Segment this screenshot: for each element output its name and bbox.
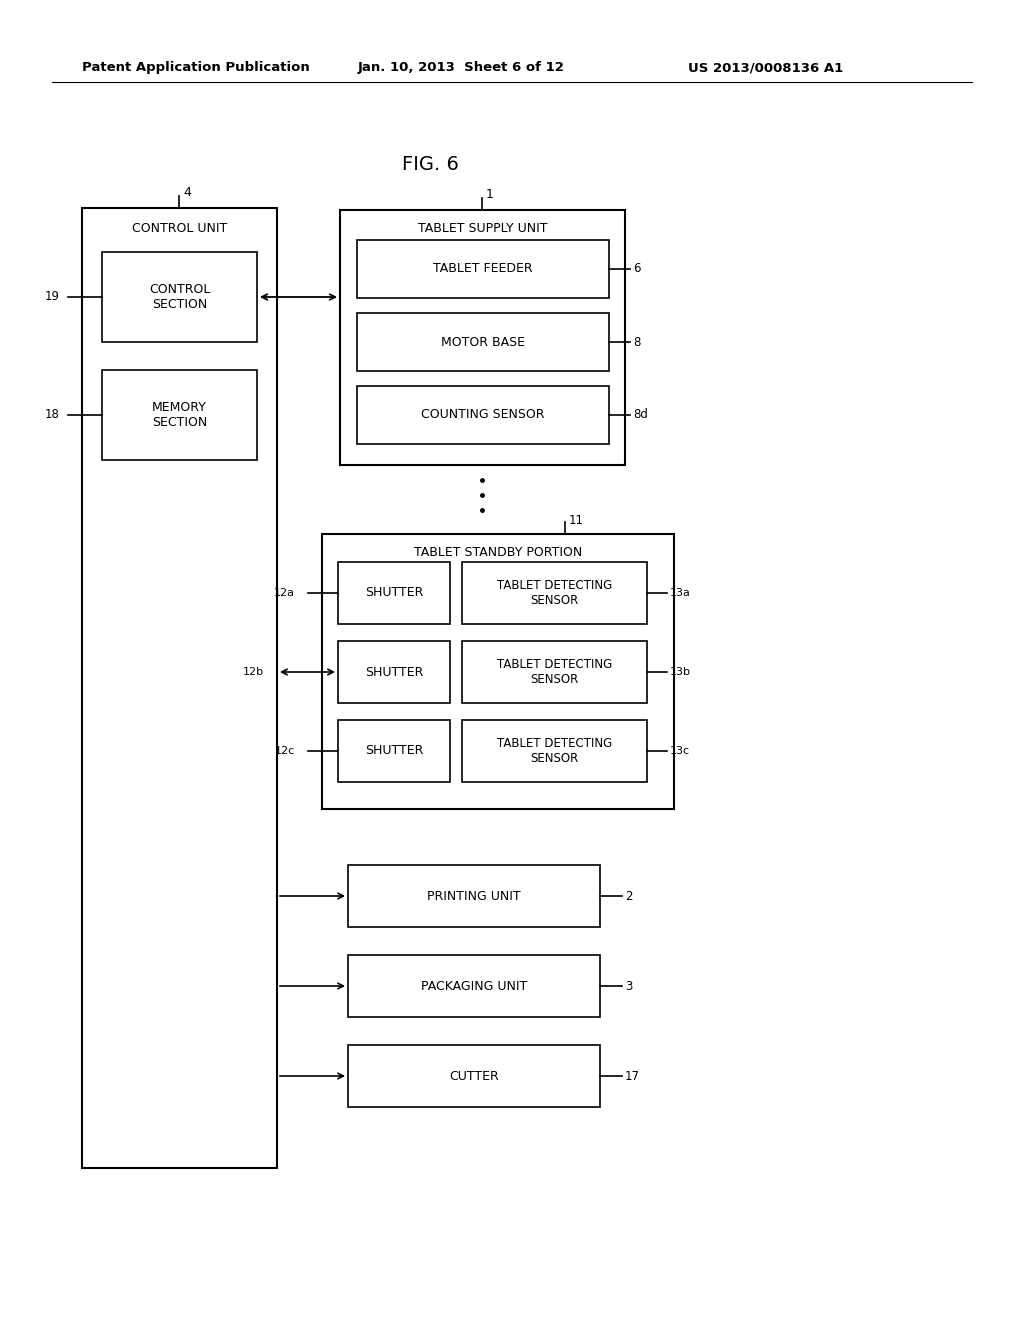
Text: TABLET FEEDER: TABLET FEEDER <box>433 263 532 276</box>
Text: 11: 11 <box>569 513 584 527</box>
Text: 12a: 12a <box>274 587 295 598</box>
Bar <box>338 562 450 624</box>
Text: US 2013/0008136 A1: US 2013/0008136 A1 <box>688 62 843 74</box>
Text: TABLET DETECTING
SENSOR: TABLET DETECTING SENSOR <box>497 657 612 686</box>
Text: 18: 18 <box>45 408 60 421</box>
Text: TABLET DETECTING
SENSOR: TABLET DETECTING SENSOR <box>497 737 612 766</box>
Bar <box>322 535 674 809</box>
Bar <box>462 719 647 781</box>
Text: SHUTTER: SHUTTER <box>365 665 423 678</box>
Text: 19: 19 <box>45 290 60 304</box>
Bar <box>102 370 257 459</box>
Text: COUNTING SENSOR: COUNTING SENSOR <box>421 408 545 421</box>
Bar <box>348 954 600 1016</box>
Bar <box>348 865 600 927</box>
Text: TABLET SUPPLY UNIT: TABLET SUPPLY UNIT <box>418 222 547 235</box>
Bar <box>348 1045 600 1107</box>
Text: TABLET DETECTING
SENSOR: TABLET DETECTING SENSOR <box>497 579 612 607</box>
Bar <box>338 642 450 704</box>
Text: PACKAGING UNIT: PACKAGING UNIT <box>421 979 527 993</box>
Bar <box>340 210 625 465</box>
Text: 3: 3 <box>625 979 633 993</box>
Bar <box>102 252 257 342</box>
Bar <box>462 642 647 704</box>
Text: 12c: 12c <box>274 746 295 756</box>
Bar <box>357 240 609 298</box>
Text: 12b: 12b <box>243 667 264 677</box>
Bar <box>462 562 647 624</box>
Text: 13b: 13b <box>670 667 691 677</box>
Bar <box>82 209 278 1168</box>
Text: 2: 2 <box>625 890 633 903</box>
Text: FIG. 6: FIG. 6 <box>401 156 459 174</box>
Text: PRINTING UNIT: PRINTING UNIT <box>427 890 521 903</box>
Text: SHUTTER: SHUTTER <box>365 744 423 758</box>
Text: CUTTER: CUTTER <box>450 1069 499 1082</box>
Bar <box>338 719 450 781</box>
Text: 4: 4 <box>183 186 190 199</box>
Text: 8: 8 <box>633 335 640 348</box>
Text: 8d: 8d <box>633 408 648 421</box>
Text: 6: 6 <box>633 263 640 276</box>
Text: 1: 1 <box>486 189 494 202</box>
Text: SHUTTER: SHUTTER <box>365 586 423 599</box>
Text: 17: 17 <box>625 1069 640 1082</box>
Text: 13a: 13a <box>670 587 691 598</box>
Bar <box>357 385 609 444</box>
Text: 13c: 13c <box>670 746 690 756</box>
Text: Patent Application Publication: Patent Application Publication <box>82 62 309 74</box>
Text: TABLET STANDBY PORTION: TABLET STANDBY PORTION <box>414 545 582 558</box>
Text: CONTROL
SECTION: CONTROL SECTION <box>148 282 210 312</box>
Text: MEMORY
SECTION: MEMORY SECTION <box>152 401 207 429</box>
Bar <box>357 313 609 371</box>
Text: MOTOR BASE: MOTOR BASE <box>441 335 525 348</box>
Text: Jan. 10, 2013  Sheet 6 of 12: Jan. 10, 2013 Sheet 6 of 12 <box>358 62 565 74</box>
Text: CONTROL UNIT: CONTROL UNIT <box>132 222 227 235</box>
